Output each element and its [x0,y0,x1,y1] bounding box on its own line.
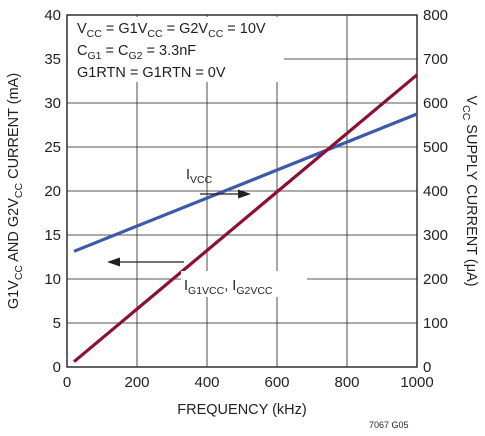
x-axis-ticks: 0 200 400 600 800 1000 [63,374,434,391]
ig-series-label: IG1VCC, IG2VCC [184,278,273,297]
left-axis-ticks: 0 5 10 15 20 25 30 35 40 [44,7,61,376]
figure-code: 7067 G05 [369,420,409,430]
right-tick-label: 0 [423,359,431,376]
x-tick-label: 400 [194,374,219,391]
right-tick-label: 800 [423,7,448,24]
left-tick-label: 35 [44,51,61,68]
condition-line: VCC = G1VCC = G2VCC = 10V [77,21,266,40]
text-part: V [463,95,479,105]
left-axis-title: G1VCC AND G2VCC CURRENT (mA) [6,73,25,309]
text-part: = 3.3nF [143,43,197,59]
right-tick-label: 100 [423,315,448,332]
ig-series-line [72,73,419,363]
subscript-text: CC [208,28,224,40]
right-tick-label: 200 [423,271,448,288]
text-part: = G1V [102,21,148,37]
left-tick-label: 20 [44,183,61,200]
x-tick-label: 800 [334,374,359,391]
subscript-text: VCC [190,174,213,186]
left-tick-label: 30 [44,95,61,112]
subscript-text: CC [87,28,103,40]
text-part: SUPPLY CURRENT (μA) [463,120,479,286]
text-part: AND G2V [6,198,22,265]
subscript-text: CC [13,265,25,281]
text-part: V [77,21,87,37]
text-part: CURRENT (mA) [6,73,22,183]
x-tick-label: 0 [63,374,71,391]
right-axis-ticks: 0 100 200 300 400 500 600 700 800 [423,7,448,376]
left-tick-label: 0 [53,359,61,376]
text-part: I [184,278,188,294]
text-part: = G2V [163,21,209,37]
left-tick-label: 40 [44,7,61,24]
x-axis-title: FREQUENCY (kHz) [177,402,306,418]
ivcc-series-line [73,112,418,253]
subscript-text: CC [13,183,25,199]
right-tick-label: 700 [423,51,448,68]
condition-line: G1RTN = G1RTN = 0V [77,65,226,81]
left-tick-label: 10 [44,271,61,288]
ig-arrow-head [107,257,120,267]
subscript-text: G1VCC [188,285,225,297]
left-tick-label: 15 [44,227,61,244]
x-tick-label: 600 [264,374,289,391]
series-layer [72,73,419,363]
condition-line: CG1 = CG2 = 3.3nF [77,43,196,62]
plot-frame [66,14,418,368]
text-part: , I [224,278,236,294]
text-part: = 10V [223,21,266,37]
conditions-backdrop [68,17,284,82]
right-tick-label: 300 [423,227,448,244]
text-part: = C [102,43,129,59]
left-tick-label: 25 [44,139,61,156]
ivcc-series-label: IVCC [186,167,213,186]
left-tick-label: 5 [53,315,61,332]
right-tick-label: 600 [423,95,448,112]
text-part: C [77,43,87,59]
right-tick-label: 500 [423,139,448,156]
text-part: I [186,167,190,183]
subscript-text: G1 [87,50,101,62]
ivcc-arrow-head [238,189,251,199]
right-tick-label: 400 [423,183,448,200]
text-part: G1RTN = G1RTN = 0V [77,65,226,81]
subscript-text: CC [147,28,163,40]
x-tick-label: 200 [124,374,149,391]
ig-label-backdrop [181,271,307,297]
text-part: G1V [6,280,22,309]
subscript-text: G2VCC [236,285,273,297]
x-tick-label: 1000 [400,374,433,391]
subscript-text: CC [460,105,472,121]
subscript-text: G2 [129,50,143,62]
right-axis-title: VCC SUPPLY CURRENT (μA) [460,95,479,286]
